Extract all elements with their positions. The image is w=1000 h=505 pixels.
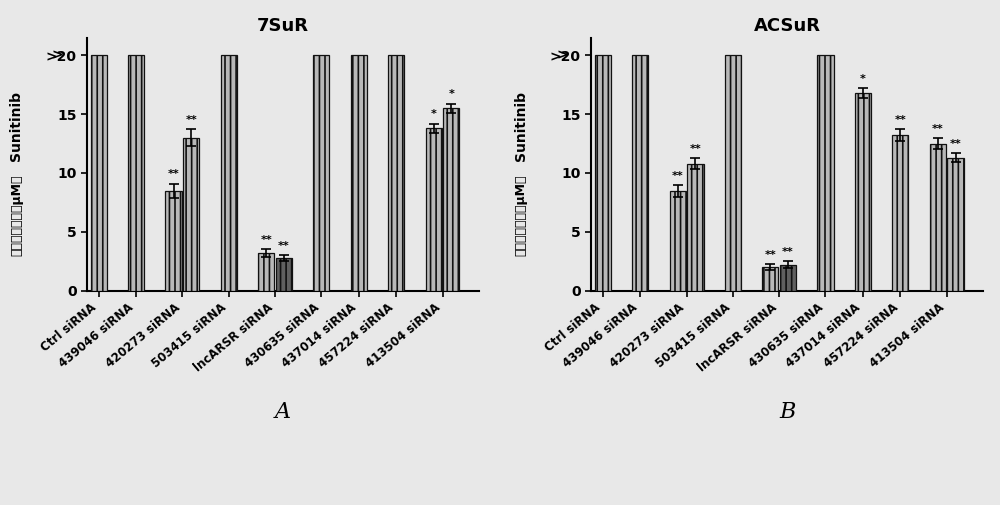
Text: Sunitinib: Sunitinib [9, 91, 23, 161]
Text: *: * [860, 74, 866, 84]
Text: 半数致死浓度（μM）: 半数致死浓度（μM） [514, 174, 527, 256]
Bar [91, 55, 107, 291]
Bar [426, 128, 442, 291]
Bar [947, 158, 964, 291]
Text: **: ** [168, 170, 179, 179]
Bar [221, 55, 237, 291]
Title: 7SuR: 7SuR [257, 17, 309, 35]
Bar [817, 55, 834, 291]
Text: >: > [52, 48, 64, 62]
Text: **: ** [278, 241, 290, 250]
Bar [687, 164, 704, 291]
Text: **: ** [782, 247, 794, 257]
Bar [855, 93, 871, 291]
Text: *: * [448, 89, 454, 99]
Bar [892, 135, 908, 291]
Bar [351, 55, 367, 291]
Text: *: * [431, 110, 437, 119]
Bar [388, 55, 404, 291]
Text: **: ** [672, 171, 684, 181]
Bar [443, 108, 459, 291]
Bar [930, 143, 946, 291]
Title: ACSuR: ACSuR [754, 17, 821, 35]
Bar [128, 55, 144, 291]
Bar [313, 55, 329, 291]
Bar [276, 258, 292, 291]
Bar [165, 190, 182, 291]
Bar [762, 267, 778, 291]
Bar [183, 138, 199, 291]
Text: **: ** [932, 124, 944, 133]
Bar [595, 55, 611, 291]
Text: **: ** [185, 115, 197, 125]
Text: **: ** [950, 139, 961, 149]
Bar [725, 55, 741, 291]
Text: **: ** [764, 250, 776, 260]
Text: A: A [275, 401, 291, 423]
Text: >: > [556, 48, 568, 62]
Text: **: ** [690, 143, 701, 154]
Bar [632, 55, 648, 291]
Text: Sunitinib: Sunitinib [514, 91, 528, 161]
Bar [258, 253, 274, 291]
Bar [670, 190, 686, 291]
Text: 半数致死浓度（μM）: 半数致死浓度（μM） [10, 174, 23, 256]
Text: **: ** [894, 115, 906, 125]
Text: B: B [779, 401, 795, 423]
Text: **: ** [260, 235, 272, 245]
Bar [780, 265, 796, 291]
